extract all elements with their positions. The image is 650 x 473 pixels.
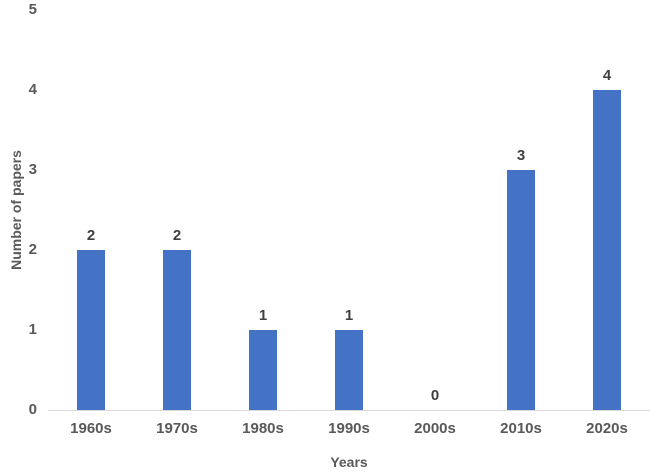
- bar-value-label: 1: [258, 307, 268, 324]
- x-axis-tick-label: 2020s: [586, 420, 628, 437]
- bar-value-label: 2: [86, 227, 96, 244]
- y-axis-tick-label: 0: [28, 401, 37, 418]
- bar-2020s: [593, 90, 621, 410]
- x-axis-tick-label: 1970s: [156, 420, 198, 437]
- bar-value-label: 3: [516, 147, 526, 164]
- bar-2010s: [507, 170, 535, 410]
- x-axis-tick-label: 1990s: [328, 420, 370, 437]
- y-axis-tick-label: 4: [28, 81, 37, 98]
- x-axis-tick-label: 2010s: [500, 420, 542, 437]
- bar-1960s: [77, 250, 105, 410]
- x-axis-tick-label: 2000s: [414, 420, 456, 437]
- bar-value-label: 0: [430, 387, 440, 404]
- bar-value-label: 4: [602, 67, 612, 84]
- bar-1990s: [335, 330, 363, 410]
- x-axis-title: Years: [330, 454, 368, 470]
- y-axis-tick-label: 1: [28, 321, 37, 338]
- bar-1970s: [163, 250, 191, 410]
- bar-value-label: 1: [344, 307, 354, 324]
- x-axis-line: [48, 410, 650, 411]
- y-axis-tick-label: 3: [28, 161, 37, 178]
- y-axis-tick-label: 2: [28, 241, 37, 258]
- x-axis-tick-label: 1960s: [70, 420, 112, 437]
- bar-1980s: [249, 330, 277, 410]
- y-axis-tick-label: 5: [28, 1, 37, 18]
- bar-value-label: 2: [172, 227, 182, 244]
- x-axis-tick-label: 1980s: [242, 420, 284, 437]
